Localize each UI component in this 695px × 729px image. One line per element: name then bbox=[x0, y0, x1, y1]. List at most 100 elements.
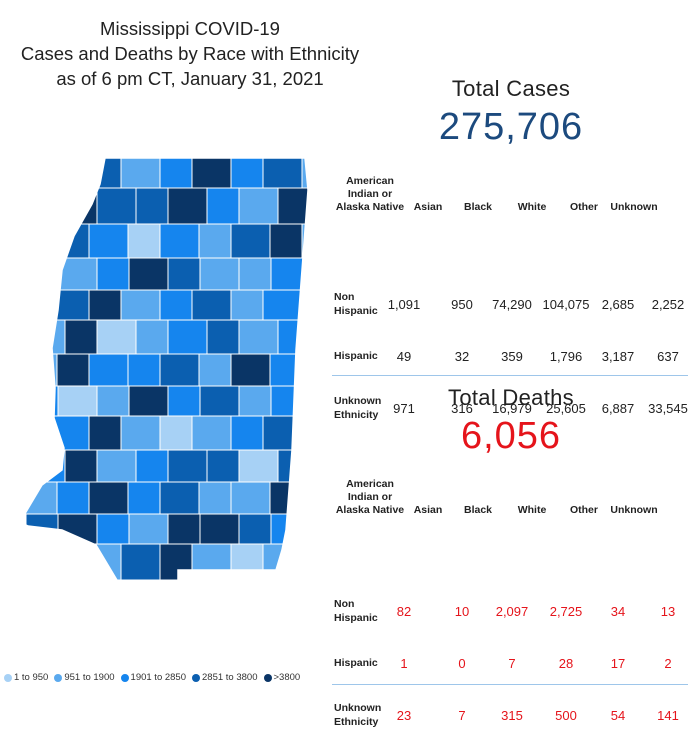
cases-heading: Total Cases bbox=[451, 76, 571, 101]
county-tile bbox=[167, 319, 208, 355]
county-tile bbox=[277, 319, 308, 355]
row-header-line: Hispanic bbox=[334, 612, 378, 624]
county-tile bbox=[262, 289, 303, 321]
county-tile bbox=[128, 385, 169, 417]
table-cell: 10 bbox=[454, 604, 470, 619]
column-header-line: American bbox=[346, 478, 394, 490]
county-tile bbox=[167, 187, 208, 225]
table-cell: 1,091 bbox=[387, 297, 421, 312]
county-tile bbox=[88, 289, 122, 321]
county-tile bbox=[277, 449, 308, 483]
county-tile bbox=[120, 289, 161, 321]
county-tile bbox=[127, 481, 161, 515]
county-tile bbox=[96, 385, 130, 417]
county-tile bbox=[88, 415, 122, 451]
county-tile bbox=[57, 385, 98, 417]
table-cell: 16,979 bbox=[492, 401, 532, 416]
county-tile bbox=[25, 187, 66, 225]
row-header-line: Hispanic bbox=[334, 657, 378, 669]
county-tile bbox=[159, 158, 193, 189]
table-cell: 0 bbox=[458, 656, 466, 671]
county-tile bbox=[88, 543, 122, 581]
county-tile bbox=[167, 513, 201, 545]
table-cell: 637 bbox=[657, 349, 679, 364]
county-tile bbox=[269, 481, 303, 515]
county-tile bbox=[135, 449, 169, 483]
county-tile bbox=[159, 353, 200, 387]
table-cell: 74,290 bbox=[492, 297, 532, 312]
county-tile bbox=[64, 449, 98, 483]
table-cell: 34 bbox=[610, 604, 626, 619]
column-header: Asian bbox=[388, 201, 468, 214]
column-header: American Indian or Alaska Native bbox=[330, 478, 410, 517]
county-tile bbox=[191, 289, 232, 321]
county-tile bbox=[238, 257, 272, 291]
title-line-3: as of 6 pm CT, January 31, 2021 bbox=[56, 68, 324, 89]
county-tile bbox=[262, 158, 303, 189]
column-header-line: Alaska Native bbox=[335, 504, 405, 516]
table-cell: 359 bbox=[501, 349, 523, 364]
county-tile bbox=[20, 481, 58, 515]
county-tile bbox=[167, 385, 201, 417]
legend-label: 1901 to 2850 bbox=[130, 672, 187, 683]
county-tile bbox=[64, 319, 98, 355]
row-header: Unknown Ethnicity bbox=[334, 394, 381, 422]
county-tile bbox=[127, 353, 161, 387]
row-header-line: Non bbox=[334, 291, 355, 303]
legend-item: >3800 bbox=[263, 672, 300, 683]
legend-item: 1901 to 2850 bbox=[120, 672, 187, 683]
county-tile bbox=[301, 353, 308, 387]
county-tile bbox=[96, 449, 137, 483]
row-header-line: Unknown bbox=[334, 702, 382, 714]
county-tile bbox=[88, 481, 129, 515]
title-line-2: Cases and Deaths by Race with Ethnicity bbox=[20, 43, 360, 64]
county-tile bbox=[167, 449, 208, 483]
county-tile bbox=[159, 289, 193, 321]
column-header-line: Asian bbox=[413, 201, 443, 213]
county-tile bbox=[57, 513, 98, 545]
county-tile bbox=[198, 223, 232, 259]
row-header-line: Unknown bbox=[334, 395, 382, 407]
deaths-heading: Total Deaths bbox=[448, 385, 574, 410]
county-tile bbox=[127, 223, 161, 259]
column-header: Other bbox=[544, 201, 624, 214]
legend-swatch-icon bbox=[263, 673, 272, 682]
county-tile bbox=[20, 289, 51, 321]
county-tile bbox=[230, 481, 271, 515]
column-header: Black bbox=[438, 504, 518, 517]
table-cell: 3,187 bbox=[601, 349, 635, 364]
table-cell: 28 bbox=[558, 656, 574, 671]
table-cell: 7 bbox=[458, 708, 466, 723]
legend-swatch-icon bbox=[4, 673, 12, 682]
county-tile bbox=[301, 223, 308, 259]
table-cell: 950 bbox=[451, 297, 473, 312]
county-tile bbox=[96, 513, 130, 545]
county-tile bbox=[128, 513, 169, 545]
row-header-line: Ethnicity bbox=[334, 716, 379, 728]
county-tile bbox=[262, 415, 303, 451]
county-tile bbox=[159, 481, 200, 515]
county-tile bbox=[238, 319, 279, 355]
table-cell: 316 bbox=[451, 401, 473, 416]
county-tile bbox=[198, 481, 232, 515]
table-cell: 17 bbox=[610, 656, 626, 671]
county-tiles bbox=[20, 158, 308, 581]
county-tile bbox=[238, 385, 272, 417]
deaths-divider bbox=[332, 684, 688, 685]
row-header: Hispanic bbox=[334, 656, 378, 670]
row-header-line: Non bbox=[334, 598, 355, 610]
table-cell: 104,075 bbox=[542, 297, 590, 312]
cases-table: American Indian or Alaska Native Asian Black… bbox=[330, 163, 692, 421]
county-tile bbox=[270, 385, 308, 417]
county-tile bbox=[199, 513, 240, 545]
county-tile bbox=[301, 415, 308, 451]
county-tile bbox=[25, 257, 59, 291]
legend-swatch-icon bbox=[54, 673, 63, 682]
legend-item: 1 to 950 bbox=[4, 672, 48, 683]
table-cell: 82 bbox=[396, 604, 412, 619]
column-header: Asian bbox=[388, 504, 468, 517]
county-tile bbox=[269, 353, 303, 387]
table-cell: 971 bbox=[393, 401, 415, 416]
county-tile bbox=[96, 187, 137, 225]
county-tile bbox=[64, 187, 98, 225]
